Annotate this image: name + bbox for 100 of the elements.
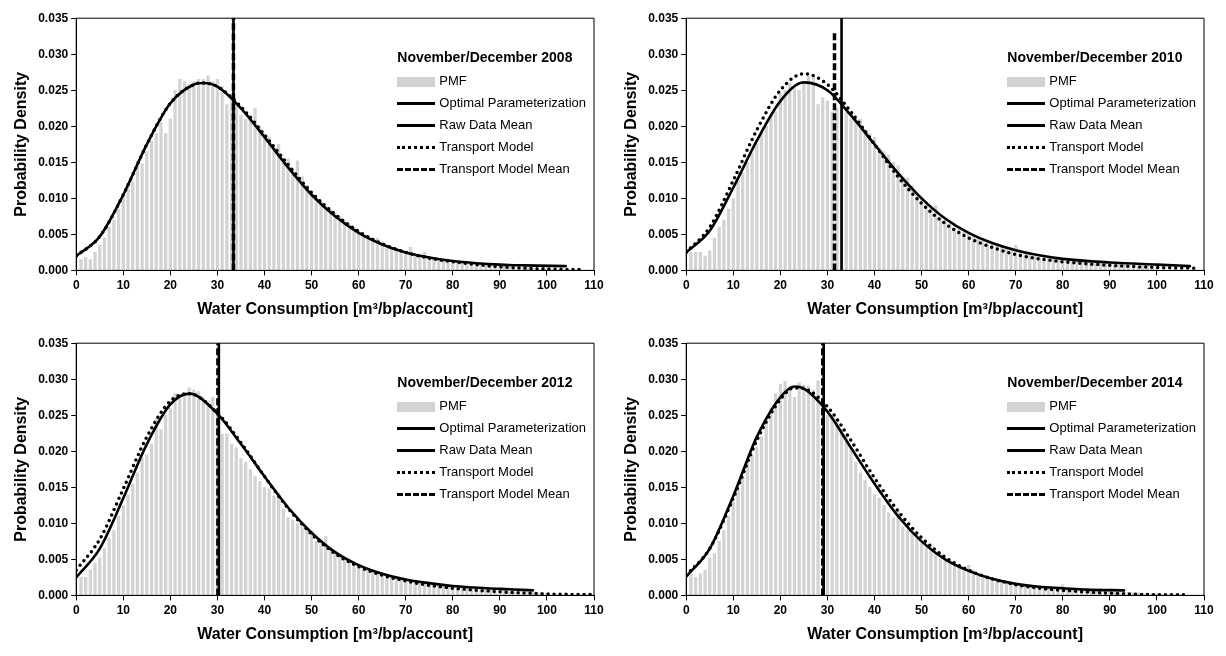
x-tick-label: 50	[304, 277, 319, 292]
y-tick-label: 0.015	[38, 479, 69, 494]
x-tick-label: 50	[304, 602, 319, 617]
x-tick-label: 40	[257, 602, 272, 617]
x-tick-label: 20	[163, 602, 178, 617]
y-tick-label: 0.005	[648, 226, 679, 241]
legend-label: Transport Model Mean	[439, 486, 570, 501]
y-tick-label: 0.000	[38, 262, 69, 277]
x-tick-label: 50	[914, 277, 929, 292]
legend-label: PMF	[1049, 398, 1077, 413]
y-tick-label: 0.020	[38, 443, 69, 458]
y-tick-label: 0.010	[648, 190, 679, 205]
y-tick-label: 0.035	[648, 10, 679, 25]
x-tick-label: 0	[682, 277, 690, 292]
x-tick-label: 110	[1194, 602, 1215, 617]
y-axis-title: Probability Density	[12, 71, 30, 217]
x-tick-label: 100	[536, 602, 558, 617]
y-tick-label: 0.030	[648, 371, 679, 386]
y-tick-label: 0.005	[38, 226, 69, 241]
x-tick-label: 70	[1009, 277, 1023, 292]
x-tick-label: 70	[399, 277, 413, 292]
x-tick-label: 50	[914, 602, 929, 617]
x-tick-label: 110	[1194, 277, 1215, 292]
y-tick-label: 0.000	[38, 587, 69, 602]
legend-label: Raw Data Mean	[1049, 442, 1143, 457]
x-tick-label: 90	[1103, 602, 1117, 617]
y-tick-label: 0.030	[38, 46, 69, 61]
y-tick-label: 0.010	[648, 515, 679, 530]
y-tick-label: 0.025	[648, 407, 679, 422]
y-tick-label: 0.005	[38, 551, 69, 566]
y-tick-label: 0.020	[38, 118, 69, 133]
y-tick-label: 0.025	[38, 407, 69, 422]
x-tick-label: 110	[584, 602, 605, 617]
legend-label: Optimal Parameterization	[439, 95, 586, 110]
x-axis-title: Water Consumption [m³/bp/account]	[807, 299, 1084, 317]
legend-label: Optimal Parameterization	[439, 420, 586, 435]
y-tick-label: 0.010	[38, 190, 69, 205]
x-tick-label: 20	[773, 602, 788, 617]
x-tick-label: 0	[72, 602, 80, 617]
legend-label: Optimal Parameterization	[1049, 420, 1196, 435]
x-tick-label: 100	[1146, 277, 1168, 292]
y-tick-label: 0.015	[38, 154, 69, 169]
x-tick-label: 60	[351, 277, 366, 292]
x-tick-label: 20	[163, 277, 178, 292]
legend-label: Transport Model	[1049, 139, 1144, 154]
legend-label: Transport Model	[439, 139, 534, 154]
y-tick-label: 0.020	[648, 443, 679, 458]
x-tick-label: 90	[1103, 277, 1117, 292]
legend-label: Raw Data Mean	[439, 117, 533, 132]
x-tick-label: 0	[72, 277, 80, 292]
y-tick-label: 0.010	[38, 515, 69, 530]
x-tick-label: 100	[1146, 602, 1168, 617]
y-axis-title: Probability Density	[622, 396, 640, 542]
y-tick-label: 0.000	[648, 587, 679, 602]
x-tick-label: 30	[820, 602, 835, 617]
x-tick-label: 60	[961, 277, 976, 292]
x-tick-label: 110	[584, 277, 605, 292]
y-tick-label: 0.035	[38, 10, 69, 25]
legend-label: Transport Model Mean	[1049, 486, 1180, 501]
x-tick-label: 40	[867, 602, 882, 617]
legend-label: PMF	[439, 73, 467, 88]
x-tick-label: 70	[399, 602, 413, 617]
x-tick-label: 10	[116, 277, 131, 292]
legend-label: Transport Model	[1049, 464, 1144, 479]
y-tick-label: 0.015	[648, 154, 679, 169]
y-tick-label: 0.035	[38, 335, 69, 350]
legend-label: PMF	[1049, 73, 1077, 88]
legend-title: November/December 2012	[397, 373, 574, 392]
x-tick-label: 30	[210, 277, 225, 292]
x-tick-label: 80	[1056, 602, 1070, 617]
y-tick-label: 0.000	[648, 262, 679, 277]
y-axis-title: Probability Density	[12, 396, 30, 542]
x-tick-label: 90	[493, 277, 507, 292]
y-tick-label: 0.025	[648, 82, 679, 97]
x-tick-label: 10	[116, 602, 131, 617]
legend-label: Transport Model Mean	[439, 161, 570, 176]
x-tick-label: 60	[351, 602, 366, 617]
x-tick-label: 80	[446, 277, 460, 292]
legend-title: November/December 2010	[1007, 48, 1184, 67]
x-tick-label: 40	[867, 277, 882, 292]
y-tick-label: 0.005	[648, 551, 679, 566]
legend-title: November/December 2014	[1007, 373, 1184, 392]
y-tick-label: 0.025	[38, 82, 69, 97]
legend-title: November/December 2008	[397, 48, 574, 67]
x-tick-label: 60	[961, 602, 976, 617]
x-tick-label: 100	[536, 277, 558, 292]
legend-label: Transport Model Mean	[1049, 161, 1180, 176]
legend-label: Raw Data Mean	[1049, 117, 1143, 132]
x-tick-label: 40	[257, 277, 272, 292]
x-axis-title: Water Consumption [m³/bp/account]	[197, 624, 474, 642]
x-tick-label: 70	[1009, 602, 1023, 617]
y-tick-label: 0.030	[38, 371, 69, 386]
y-tick-label: 0.015	[648, 479, 679, 494]
x-tick-label: 10	[726, 602, 741, 617]
y-tick-label: 0.020	[648, 118, 679, 133]
y-tick-label: 0.035	[648, 335, 679, 350]
x-tick-label: 30	[820, 277, 835, 292]
legend-label: Raw Data Mean	[439, 442, 533, 457]
y-tick-label: 0.030	[648, 46, 679, 61]
x-tick-label: 30	[210, 602, 225, 617]
